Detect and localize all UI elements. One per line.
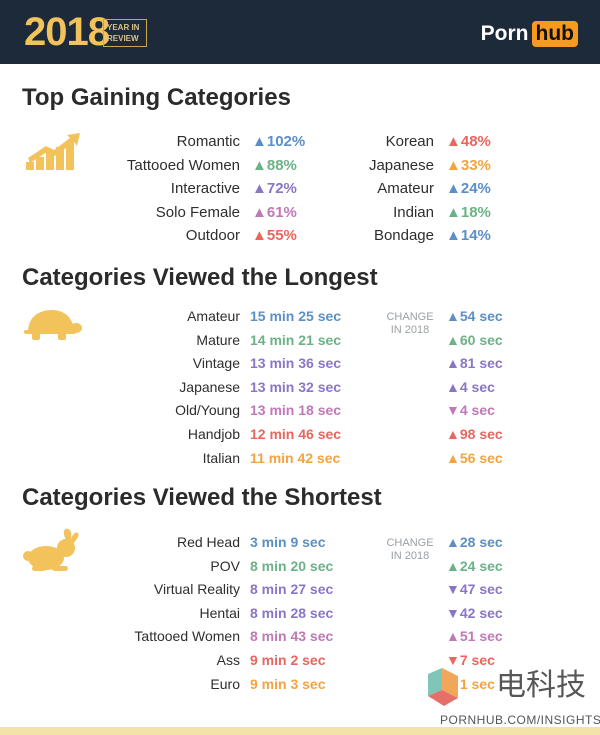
category-label: Italian [202, 449, 240, 466]
section-title-longest: Categories Viewed the Longest [22, 264, 378, 291]
duration-value: 9 min 3 sec [250, 675, 326, 692]
duration-value: 8 min 20 sec [250, 557, 334, 574]
gain-value: ▲61% [252, 203, 297, 221]
gain-value: ▲24% [446, 180, 491, 197]
duration-value: 9 min 2 sec [250, 652, 326, 668]
duration-value: 15 min 25 sec [250, 308, 342, 324]
category-label: Amateur [377, 180, 434, 197]
brand-logo-text: Porn [480, 22, 529, 45]
category-label: Handjob [187, 426, 240, 442]
badge-line-1: YEAR IN [107, 23, 140, 32]
badge-line-2: REVIEW [107, 34, 139, 43]
duration-value: 8 min 43 sec [250, 628, 334, 645]
gain-value: ▲14% [446, 227, 491, 244]
category-label: POV [210, 557, 240, 574]
change-header-line-2: IN 2018 [390, 324, 430, 336]
year-title: 2018 [24, 10, 110, 54]
category-label: Japanese [368, 156, 434, 174]
category-label: Mature [196, 331, 240, 348]
duration-value: 13 min 18 sec [250, 402, 342, 419]
category-label: Vintage [192, 355, 240, 372]
change-value: ▲4 sec [446, 378, 495, 395]
watermark-logo-icon [428, 668, 458, 706]
change-header-longest: CHANGE IN 2018 [378, 311, 442, 337]
change-header-shortest: CHANGE IN 2018 [378, 537, 442, 563]
duration-value: 3 min 9 sec [250, 534, 326, 550]
watermark-text: 电科技 [496, 668, 586, 703]
duration-value: 8 min 27 sec [250, 581, 334, 598]
change-value: ▲98 sec [446, 426, 503, 442]
gain-value: ▲55% [252, 227, 297, 244]
category-label: Hentai [199, 604, 240, 621]
change-value: ▲81 sec [446, 355, 503, 372]
category-label: Amateur [187, 308, 240, 324]
change-header-line-2: IN 2018 [390, 550, 430, 562]
category-label: Tattooed Women [134, 628, 240, 645]
change-value: ▲56 sec [446, 449, 503, 466]
header-bar: 2018 YEAR IN REVIEW Porn hub [0, 0, 600, 64]
gain-value: ▲102% [252, 133, 306, 150]
category-label: Japanese [179, 378, 240, 395]
change-value: ▼47 sec [446, 581, 503, 598]
change-header-line-1: CHANGE [386, 311, 434, 323]
category-label: Outdoor [185, 227, 240, 244]
change-value: ▲24 sec [446, 557, 503, 574]
change-value: ▲54 sec [446, 308, 503, 324]
change-value: ▼42 sec [446, 604, 503, 621]
category-label: Romantic [176, 133, 240, 150]
turtle-icon [24, 310, 82, 340]
change-value: ▲60 sec [446, 331, 503, 348]
category-label: Interactive [170, 180, 240, 197]
category-label: Solo Female [155, 203, 240, 221]
duration-value: 13 min 32 sec [250, 378, 342, 395]
duration-value: 12 min 46 sec [250, 426, 342, 442]
change-header-line-1: CHANGE [386, 537, 434, 549]
brand-logo: Porn hub [481, 20, 578, 48]
category-label: Ass [216, 652, 240, 668]
year-in-review-badge: YEAR IN REVIEW [103, 19, 147, 47]
brand-logo-badge: hub [531, 21, 578, 47]
category-label: Bondage [373, 227, 434, 244]
category-label: Euro [210, 675, 240, 692]
category-label: Korean [385, 133, 434, 150]
change-value: ▼7 sec [446, 652, 495, 668]
category-label: Virtual Reality [153, 581, 240, 598]
duration-value: 13 min 36 sec [250, 355, 342, 372]
category-label: Red Head [176, 534, 240, 550]
rabbit-icon [23, 528, 79, 571]
gain-value: ▲72% [252, 180, 297, 197]
gain-value: ▲18% [446, 203, 491, 221]
category-label: Indian [393, 203, 434, 221]
change-value: ▲28 sec [446, 534, 503, 550]
change-value: ▲1 sec [446, 675, 495, 692]
rising-chart-icon [26, 133, 80, 170]
section-title-shortest: Categories Viewed the Shortest [22, 484, 382, 511]
bottom-strip [0, 727, 600, 735]
duration-value: 8 min 28 sec [250, 604, 334, 621]
category-label: Tattooed Women [126, 156, 240, 174]
footer-url: PORNHUB.COM/INSIGHTS [440, 713, 600, 727]
duration-value: 14 min 21 sec [250, 331, 342, 348]
duration-value: 11 min 42 sec [250, 449, 341, 466]
category-label: Old/Young [175, 402, 240, 419]
gain-value: ▲88% [252, 156, 297, 174]
change-value: ▲51 sec [446, 628, 503, 645]
section-title-top-gaining: Top Gaining Categories [22, 84, 291, 111]
change-value: ▼4 sec [446, 402, 495, 419]
gain-value: ▲48% [446, 133, 491, 150]
gain-value: ▲33% [446, 156, 491, 174]
